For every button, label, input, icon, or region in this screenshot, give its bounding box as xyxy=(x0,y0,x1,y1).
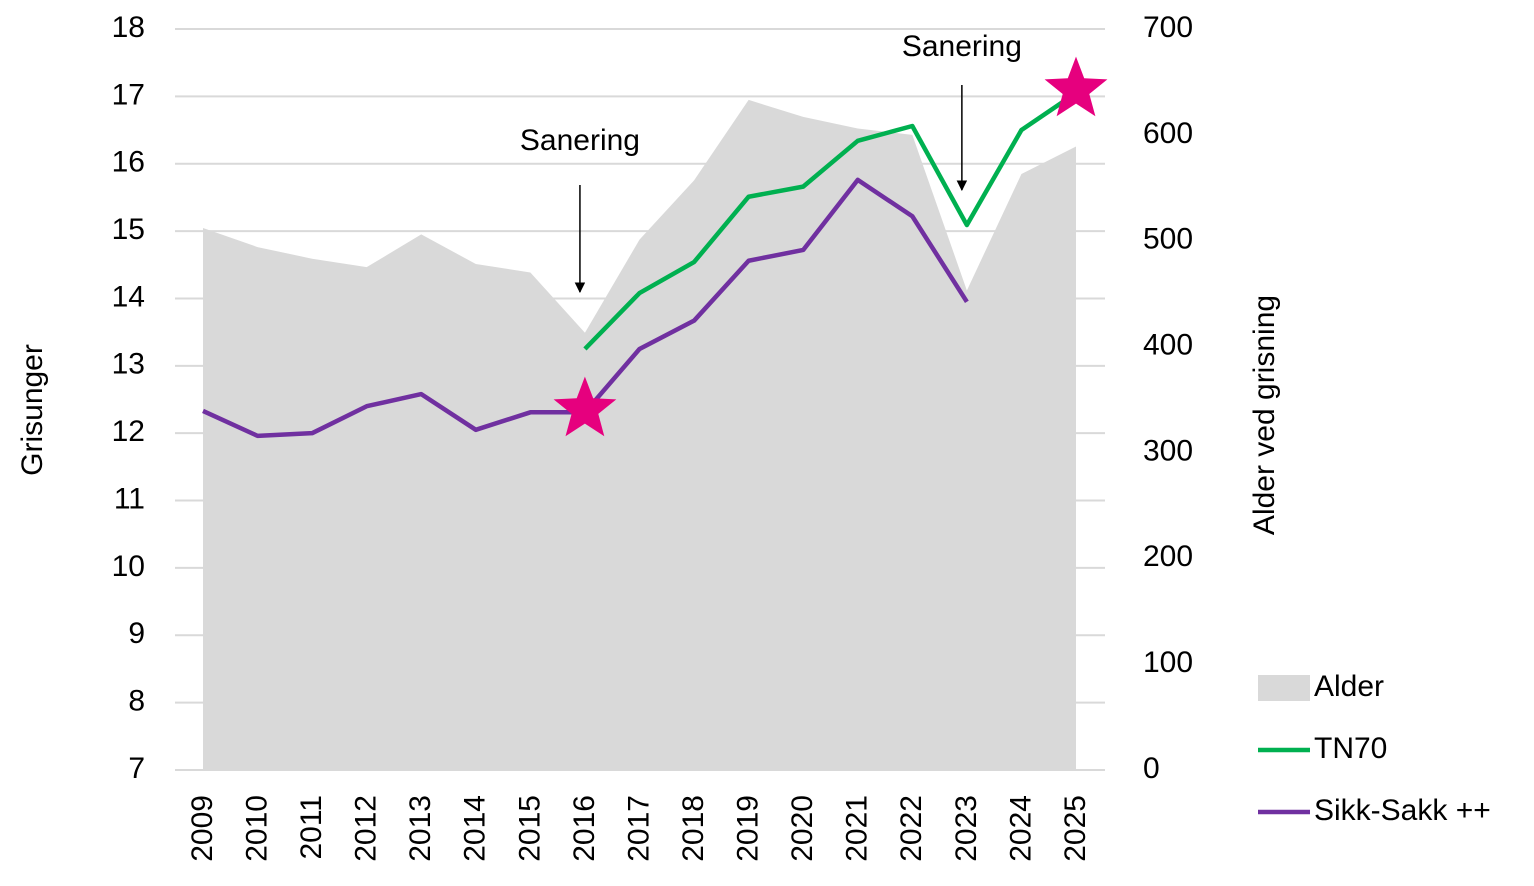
y-tick-label: 9 xyxy=(128,617,145,650)
x-tick-label: 2019 xyxy=(732,795,765,862)
x-tick-label: 2012 xyxy=(350,795,383,862)
y-tick-label: 11 xyxy=(114,482,145,515)
legend-label: Sikk-Sakk ++ xyxy=(1314,794,1491,827)
x-tick-label: 2010 xyxy=(240,795,273,862)
legend-swatch xyxy=(1258,675,1310,701)
star-marker xyxy=(553,376,617,437)
y-tick-label: 18 xyxy=(112,11,145,44)
x-tick-label: 2017 xyxy=(622,795,655,862)
legend-label: TN70 xyxy=(1314,732,1387,765)
x-tick-label: 2021 xyxy=(841,795,874,862)
y-tick-label: 7 xyxy=(128,752,145,785)
y-tick-label: 17 xyxy=(112,78,145,111)
y-tick-label: 10 xyxy=(112,550,145,583)
area xyxy=(203,99,1076,770)
y2-tick-label: 100 xyxy=(1143,646,1193,679)
x-tick-label: 2024 xyxy=(1004,795,1037,862)
y2-tick-label: 600 xyxy=(1143,117,1193,150)
line xyxy=(583,91,1078,351)
x-tick-label: 2023 xyxy=(950,795,983,862)
y-tick-label: 14 xyxy=(112,280,145,313)
y2-tick-label: 400 xyxy=(1143,328,1193,361)
x-tick-label: 2018 xyxy=(677,795,710,862)
x-tick-label: 2014 xyxy=(459,795,492,862)
x-tick-label: 2016 xyxy=(568,795,601,862)
x-tick-label: 2022 xyxy=(895,795,928,862)
x-tick-label: 2020 xyxy=(786,795,819,862)
y-tick-label: 16 xyxy=(112,146,145,179)
annotation: Sanering xyxy=(902,30,1022,63)
y2-tick-label: 500 xyxy=(1143,223,1193,256)
y2-tick-label: 200 xyxy=(1143,540,1193,573)
y-tick-label: 12 xyxy=(112,415,145,448)
x-tick-label: 2025 xyxy=(1059,795,1092,862)
y2-axis-label: Alder ved grisning xyxy=(1248,295,1281,535)
y2-tick-label: 300 xyxy=(1143,434,1193,467)
x-tick-label: 2013 xyxy=(404,795,437,862)
x-tick-label: 2011 xyxy=(295,795,328,860)
star-marker xyxy=(1044,56,1108,117)
legend-label: Alder xyxy=(1314,670,1384,703)
y-tick-label: 8 xyxy=(128,685,145,718)
y2-tick-label: 700 xyxy=(1143,11,1193,44)
x-tick-label: 2009 xyxy=(186,795,219,862)
y-tick-label: 15 xyxy=(112,213,145,246)
y-tick-label: 13 xyxy=(112,348,145,381)
x-tick-label: 2015 xyxy=(513,795,546,862)
annotation: Sanering xyxy=(520,124,640,157)
y-axis-label: Grisunger xyxy=(16,344,49,476)
y2-tick-label: 0 xyxy=(1143,752,1160,785)
